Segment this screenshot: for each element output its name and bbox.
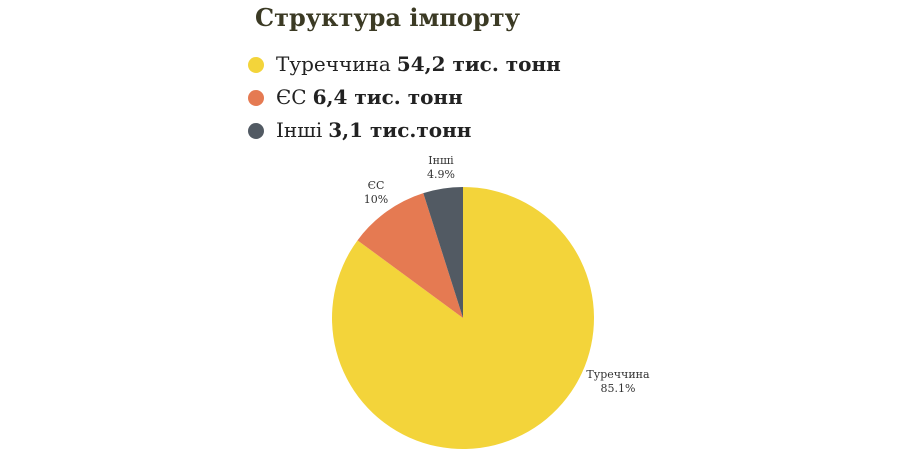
legend-entry: Туреччина 54,2 тис. тонн (276, 52, 561, 76)
slice-label: Інші (428, 154, 454, 167)
legend-label: Туреччина (276, 52, 391, 76)
slice-label: Туреччина (586, 368, 650, 381)
legend-label: Інші (276, 118, 322, 142)
legend-entry: Інші 3,1 тис.тонн (276, 118, 471, 142)
legend-entry: ЄС 6,4 тис. тонн (276, 85, 463, 109)
chart-title: Структура імпорту (255, 3, 521, 32)
slice-value-label: 4.9% (427, 168, 455, 181)
legend-amount: 6,4 тис. тонн (313, 85, 463, 109)
legend: Туреччина 54,2 тис. тонн ЄС 6,4 тис. тонн Ін… (248, 52, 561, 142)
pie-slice (423, 187, 463, 318)
legend-marker (248, 90, 264, 106)
slice-value-label: 10% (364, 193, 388, 206)
legend-amount: 54,2 тис. тонн (397, 52, 561, 76)
legend-amount: 3,1 тис.тонн (328, 118, 471, 142)
legend-label: ЄС (276, 85, 307, 109)
slice-value-label: 85.1% (601, 382, 636, 395)
legend-marker (248, 57, 264, 73)
legend-marker (248, 123, 264, 139)
slice-label: ЄС (368, 179, 385, 192)
pie-slice (357, 193, 463, 318)
